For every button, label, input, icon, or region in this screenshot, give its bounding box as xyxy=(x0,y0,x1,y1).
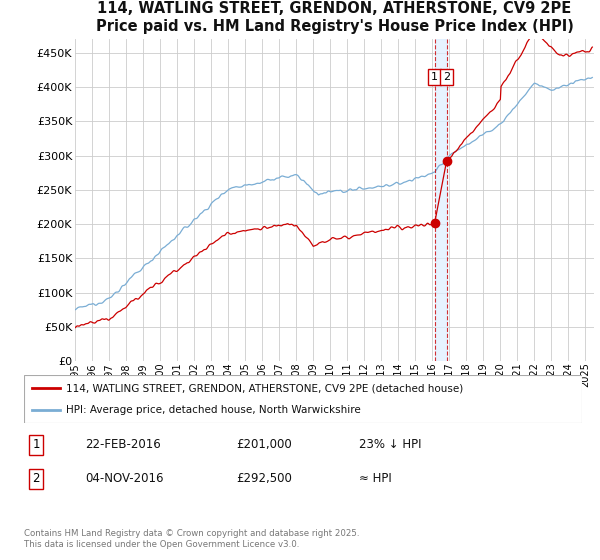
Text: HPI: Average price, detached house, North Warwickshire: HPI: Average price, detached house, Nort… xyxy=(66,405,361,415)
Text: Contains HM Land Registry data © Crown copyright and database right 2025.
This d: Contains HM Land Registry data © Crown c… xyxy=(24,529,359,549)
Text: ≈ HPI: ≈ HPI xyxy=(359,472,392,486)
Text: £292,500: £292,500 xyxy=(236,472,292,486)
Title: 114, WATLING STREET, GRENDON, ATHERSTONE, CV9 2PE
Price paid vs. HM Land Registr: 114, WATLING STREET, GRENDON, ATHERSTONE… xyxy=(95,2,574,34)
Text: 2: 2 xyxy=(32,472,40,486)
Text: £201,000: £201,000 xyxy=(236,438,292,451)
Text: 04-NOV-2016: 04-NOV-2016 xyxy=(85,472,164,486)
Text: 1: 1 xyxy=(32,438,40,451)
Text: 23% ↓ HPI: 23% ↓ HPI xyxy=(359,438,421,451)
Text: 2: 2 xyxy=(443,72,450,82)
FancyBboxPatch shape xyxy=(24,375,582,423)
Text: 1: 1 xyxy=(431,72,438,82)
Bar xyxy=(434,39,446,361)
Text: 114, WATLING STREET, GRENDON, ATHERSTONE, CV9 2PE (detached house): 114, WATLING STREET, GRENDON, ATHERSTONE… xyxy=(66,383,463,393)
Text: 22-FEB-2016: 22-FEB-2016 xyxy=(85,438,161,451)
